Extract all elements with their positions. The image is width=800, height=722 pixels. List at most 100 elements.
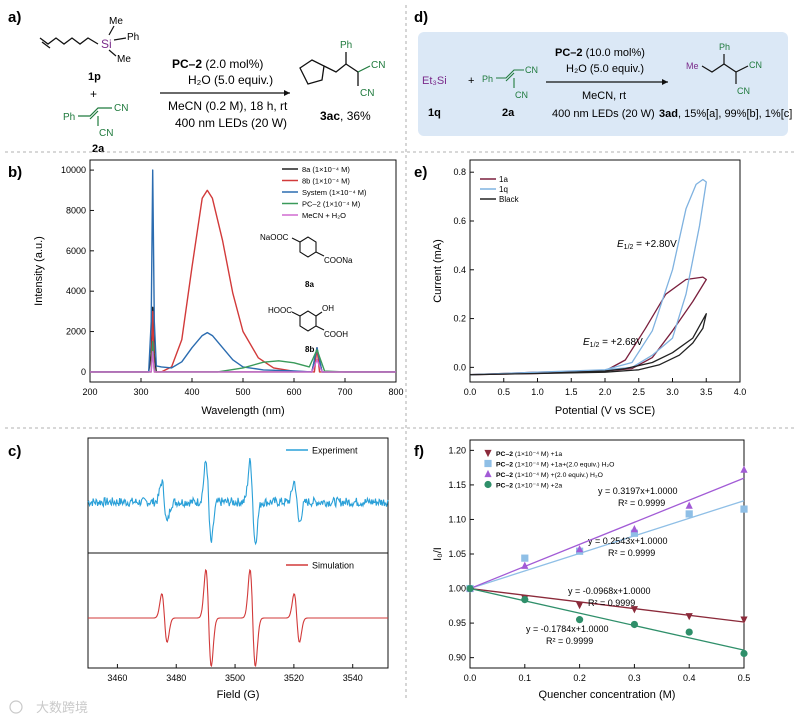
product-d-methyl: Me bbox=[686, 61, 699, 71]
plus-sign: + bbox=[90, 87, 97, 101]
chart-f-r2-label: R² = 0.9999 bbox=[618, 498, 665, 508]
chart-f-x-axis-label: Quencher concentration (M) bbox=[539, 689, 676, 701]
chart-f-point-s2-2 bbox=[576, 545, 584, 553]
chart-b-legend-label: System (1×10⁻⁴ M) bbox=[302, 188, 367, 197]
chart-e-x-tick-label: 3.5 bbox=[700, 387, 713, 397]
chart-b-y-tick-label: 6000 bbox=[66, 246, 86, 256]
chart-b-x-tick-label: 300 bbox=[133, 387, 148, 397]
si-methyl-right: Me bbox=[117, 54, 131, 65]
inset-coona: COONa bbox=[324, 256, 353, 265]
chart-b-legend-label: MeCN + H₂O bbox=[302, 211, 346, 220]
chart-b-series-line-0 bbox=[90, 306, 396, 373]
chart-f-point-s0-3 bbox=[630, 606, 638, 614]
conditions-d-catalyst: PC–2 (10.0 mol%) bbox=[555, 47, 645, 59]
chart-f-fit-line-2 bbox=[469, 477, 745, 590]
chart-e-x-tick-label: 0.0 bbox=[464, 387, 477, 397]
chart-f-legend-marker bbox=[484, 459, 492, 468]
conditions-d-light: 400 nm LEDs (20 W) bbox=[552, 108, 655, 120]
chart-c-series-line-0 bbox=[87, 457, 389, 546]
structure-2a bbox=[78, 107, 112, 126]
chart-f-y-axis-label: I₀/I bbox=[432, 547, 444, 561]
chart-f-point-s0-2 bbox=[576, 602, 584, 610]
chart-f-fit-line-1 bbox=[469, 500, 745, 590]
chart-b-x-tick-label: 400 bbox=[184, 387, 199, 397]
product-d-phenyl: Ph bbox=[719, 42, 730, 52]
chart-e-legend-label: 1a bbox=[499, 175, 508, 184]
chart-b-y-axis-label: Intensity (a.u.) bbox=[33, 236, 45, 306]
chart-f-point-s2-5 bbox=[740, 465, 748, 473]
chart-f-r2-label: R² = 0.9999 bbox=[588, 598, 635, 608]
chart-f-point-s3-1 bbox=[521, 596, 529, 604]
chart-f-legend-label: PC–2 (1×10⁻⁴ M) +2a bbox=[496, 483, 562, 490]
chart-f-point-s2-1 bbox=[521, 561, 529, 569]
chart-e-y-tick-label: 0.6 bbox=[453, 216, 466, 226]
si-methyl-top: Me bbox=[109, 16, 123, 27]
phenyl-2a-d: Ph bbox=[482, 74, 493, 84]
chart-f-point-s3-2 bbox=[576, 616, 584, 624]
chart-b-x-tick-label: 200 bbox=[82, 387, 97, 397]
inset-cooh: COOH bbox=[324, 330, 348, 339]
chart-f-r2-label: R² = 0.9999 bbox=[608, 548, 655, 558]
chart-f-legend-label: PC–2 (1×10⁻⁴ M) +1a bbox=[496, 451, 562, 458]
structure-1p bbox=[39, 37, 99, 49]
panel-a: a) Si Me Ph Me 1p + Ph CN CN 2a PC–2 (2.… bbox=[8, 9, 385, 155]
conditions-light: 400 nm LEDs (20 W) bbox=[175, 116, 287, 130]
chart-b-x-tick-label: 700 bbox=[337, 387, 352, 397]
chart-f-stern-volmer: f) 0.0 0.1 0.2 0.3 0.4 0.5 0.90 0.95 1.00 1.05 1.10… bbox=[414, 439, 751, 701]
chart-c-x-tick-label: 3500 bbox=[225, 673, 245, 683]
chart-f-fit-line-0 bbox=[469, 587, 745, 623]
conditions-water: H₂O (5.0 equiv.) bbox=[188, 73, 273, 87]
chart-f-point-s3-4 bbox=[685, 628, 693, 636]
structure-3ac bbox=[299, 52, 359, 86]
chart-b-series-line-4 bbox=[90, 351, 396, 373]
chart-b-legend-label: 8a (1×10⁻⁴ M) bbox=[302, 165, 350, 174]
panel-a-letter: a) bbox=[8, 9, 21, 26]
chart-f-x-tick-label: 0.0 bbox=[464, 673, 477, 683]
chart-f-legend-marker bbox=[484, 469, 492, 478]
chart-f-y-tick-label: 0.90 bbox=[448, 653, 466, 663]
cyano-d2: CN bbox=[515, 90, 528, 100]
chart-f-x-tick-label: 0.2 bbox=[573, 673, 586, 683]
chart-e-y-axis-label: Current (mA) bbox=[432, 239, 444, 303]
chart-c-series-line-1 bbox=[88, 568, 388, 668]
chart-e-series-line-0 bbox=[469, 276, 707, 376]
chart-e-x-axis-label: Potential (V vs SCE) bbox=[555, 405, 655, 417]
chart-f-y-tick-label: 1.20 bbox=[448, 445, 466, 455]
inset-naooc: NaOOC bbox=[260, 233, 289, 242]
panel-c-letter: c) bbox=[8, 443, 21, 460]
chart-f-x-tick-label: 0.5 bbox=[738, 673, 751, 683]
watermark-text: 大数跨境 bbox=[36, 700, 88, 715]
chart-f-point-s3-0 bbox=[466, 584, 474, 593]
panel-b-letter: b) bbox=[8, 164, 22, 181]
inset-8b-label: 8b bbox=[305, 345, 314, 354]
chart-f-equation-label: y = 0.3197x+1.0000 bbox=[598, 486, 678, 496]
chart-f-y-tick-label: 1.10 bbox=[448, 514, 466, 524]
conditions-d-solvent: MeCN, rt bbox=[582, 90, 626, 102]
chart-b-series-line-2 bbox=[90, 169, 396, 373]
cyano-a2: CN bbox=[99, 128, 113, 139]
chart-f-point-s0-5 bbox=[740, 616, 748, 624]
chart-e-plot-frame bbox=[469, 159, 741, 383]
chart-c-x-axis-label: Field (G) bbox=[217, 689, 260, 701]
arrow-head-icon bbox=[284, 90, 290, 96]
chart-b-series-line-1 bbox=[90, 189, 396, 373]
chart-e-x-tick-label: 2.5 bbox=[632, 387, 645, 397]
chart-e-x-tick-label: 1.0 bbox=[531, 387, 544, 397]
chart-c-epr-spectrum: c) 3460 3480 3500 3520 3540 Field (G) Experimen… bbox=[8, 437, 389, 701]
chart-f-point-s1-1 bbox=[521, 554, 529, 562]
reaction-box-d bbox=[418, 32, 788, 136]
chart-f-r2-label: R² = 0.9999 bbox=[546, 636, 593, 646]
chart-f-equation-label: y = 0.2543x+1.0000 bbox=[588, 536, 668, 546]
inset-hooc: HOOC bbox=[268, 306, 292, 315]
chart-b-series-line-3 bbox=[90, 340, 396, 373]
chart-f-y-tick-label: 0.95 bbox=[448, 618, 466, 628]
panel-e-letter: e) bbox=[414, 164, 427, 181]
chart-f-x-tick-label: 0.4 bbox=[683, 673, 696, 683]
chart-e-x-tick-label: 2.0 bbox=[599, 387, 612, 397]
chart-f-legend-label: PC–2 (1×10⁻⁴ M) +(2.0 equiv.) H₂O bbox=[496, 472, 603, 479]
chart-e-annotation-e12-lower: E1/2 = +2.68V bbox=[583, 337, 643, 349]
chart-c-legend-label: Simulation bbox=[312, 561, 354, 571]
si-phenyl: Ph bbox=[127, 32, 139, 43]
chart-f-legend-marker bbox=[484, 480, 492, 489]
